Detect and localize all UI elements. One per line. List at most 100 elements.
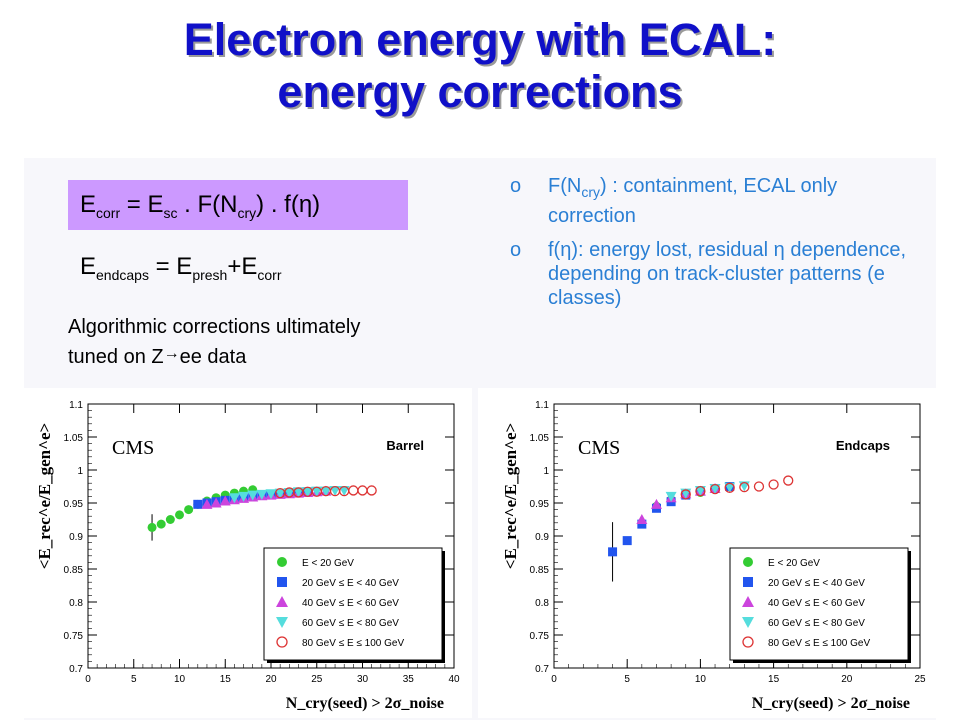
legend-marker	[743, 557, 753, 567]
x-tick-label: 10	[695, 674, 707, 685]
series-4	[274, 485, 377, 499]
barrel-chart: 0.7 0.75 0.8 0.85 0.9 0.95 1 1.05 1.1 0 5 10 15 20 25 3…	[12, 388, 472, 718]
y-tick-label: 1	[543, 466, 549, 477]
x-tick-label: 10	[174, 674, 186, 685]
y-tick-label: 0.95	[64, 499, 84, 510]
data-point	[147, 522, 157, 532]
data-point	[302, 487, 314, 498]
data-point	[338, 485, 350, 496]
y-tick-label: 1.1	[535, 400, 549, 411]
y-axis-label: <E_rec^e/E_gen^e>	[35, 423, 54, 569]
x-tick-label: 0	[551, 674, 557, 685]
legend-label: 40 GeV ≤ E < 60 GeV	[302, 598, 399, 609]
x-axis-label: N_cry(seed) > 2σ_noise	[286, 695, 444, 712]
data-point	[329, 485, 341, 496]
title-line-1: Electron energy with ECAL:	[183, 14, 777, 65]
chart-title: Endcaps	[836, 438, 890, 453]
data-point	[184, 505, 194, 515]
title-line-2: energy corrections	[277, 66, 683, 117]
algorithm-line-1: Algorithmic corrections ultimately	[68, 316, 361, 338]
data-point	[695, 485, 706, 497]
data-point	[228, 493, 240, 504]
algorithm-line-2: tuned on Z→ee data	[68, 342, 488, 373]
data-point	[274, 488, 286, 499]
y-tick-label: 0.7	[69, 664, 83, 675]
bullet-containment: o F(Ncry) : containment, ECAL only corre…	[510, 175, 838, 227]
data-point	[193, 499, 203, 509]
data-point	[156, 519, 166, 529]
x-tick-label: 20	[265, 674, 277, 685]
legend-box	[729, 547, 909, 661]
data-point	[724, 482, 735, 493]
x-tick-label: 5	[624, 674, 630, 685]
data-point	[175, 510, 184, 520]
data-point	[637, 519, 647, 529]
data-point	[201, 498, 213, 509]
y-tick-label: 0.85	[64, 565, 84, 576]
data-point	[650, 498, 662, 509]
chart-title: Barrel	[386, 438, 424, 453]
x-tick-label: 20	[841, 674, 853, 685]
series-3	[228, 485, 350, 504]
y-tick-label: 0.75	[64, 631, 84, 642]
y-tick-label: 0.85	[530, 565, 550, 576]
endcaps-chart: 0.7 0.75 0.8 0.85 0.9 0.95 1 1.05 1.1 0 5 10 15 20 25 C…	[478, 388, 938, 718]
y-tick-label: 1.1	[69, 400, 83, 411]
legend-marker	[277, 557, 287, 567]
legend-label: E < 20 GeV	[768, 558, 820, 569]
x-tick-label: 25	[914, 674, 926, 685]
y-tick-label: 1.05	[64, 433, 84, 444]
legend-marker	[742, 596, 754, 607]
y-tick-label: 0.9	[69, 532, 83, 543]
data-point	[256, 489, 268, 500]
data-point	[783, 475, 794, 486]
legend-marker	[276, 596, 288, 607]
y-tick-label: 0.8	[535, 598, 549, 609]
x-axis-label: N_cry(seed) > 2σ_noise	[752, 695, 910, 712]
legend-marker	[276, 617, 288, 628]
y-tick-label: 0.8	[69, 598, 83, 609]
data-point	[724, 482, 736, 493]
data-point	[219, 495, 231, 506]
data-point	[608, 547, 618, 557]
x-tick-label: 40	[448, 674, 460, 685]
x-tick-label: 35	[403, 674, 415, 685]
legend-marker	[742, 617, 754, 628]
legend-label: 40 GeV ≤ E < 60 GeV	[768, 598, 865, 609]
y-tick-label: 0.9	[535, 532, 549, 543]
y-tick-label: 1.05	[530, 433, 550, 444]
data-point	[709, 483, 721, 494]
legend-label: 80 GeV ≤ E ≤ 100 GeV	[768, 638, 870, 649]
y-axis-label: <E_rec^e/E_gen^e>	[501, 423, 520, 569]
arrow-icon: →	[163, 344, 180, 362]
data-point	[210, 497, 222, 508]
algorithm-note: Algorithmic corrections ultimately tuned…	[68, 312, 488, 373]
legend-label: 80 GeV ≤ E ≤ 100 GeV	[302, 638, 404, 649]
bullet-marker-icon: o	[510, 239, 522, 261]
data-point	[622, 536, 632, 546]
data-point	[247, 490, 259, 501]
series-4	[680, 475, 794, 500]
cms-watermark: CMS	[578, 437, 620, 459]
endcaps-chart-svg: 0.7 0.75 0.8 0.85 0.9 0.95 1 1.05 1.1 0 5 10 15 20 25 C…	[501, 400, 926, 712]
bullet-marker-icon: o	[510, 175, 522, 197]
data-point	[292, 487, 304, 498]
legend-marker	[743, 577, 753, 587]
data-point	[366, 485, 377, 496]
data-point	[680, 489, 691, 500]
legend-label: E < 20 GeV	[302, 558, 354, 569]
legend-box	[263, 547, 443, 661]
data-point	[283, 487, 295, 498]
legend-marker	[742, 636, 754, 648]
y-tick-label: 0.7	[535, 664, 549, 675]
x-tick-label: 25	[311, 674, 323, 685]
legend-marker	[276, 636, 288, 648]
x-tick-label: 15	[768, 674, 780, 685]
data-point	[753, 481, 765, 492]
legend-label: 20 GeV ≤ E < 40 GeV	[302, 578, 399, 589]
data-point	[739, 482, 750, 493]
slide-title: Electron energy with ECAL: energy correc…	[0, 14, 960, 118]
legend-label: 20 GeV ≤ E < 40 GeV	[768, 578, 865, 589]
data-point	[238, 491, 250, 502]
bullet-list: o F(Ncry) : containment, ECAL only corre…	[510, 174, 910, 320]
